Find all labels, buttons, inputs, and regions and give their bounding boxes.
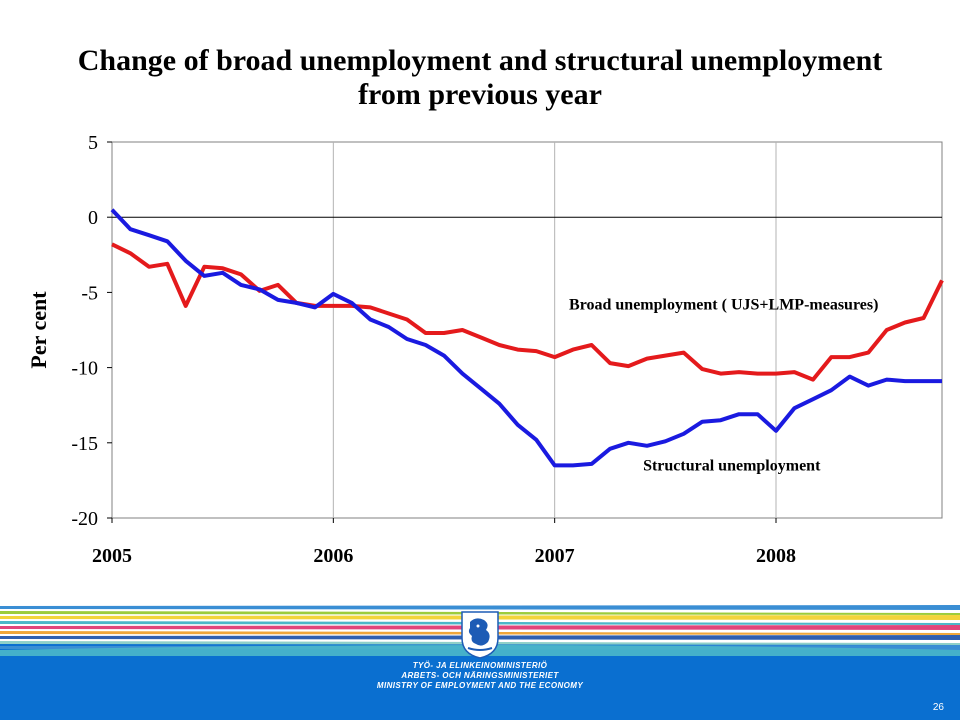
ministry-name: TYÖ- JA ELINKEINOMINISTERIÖ ARBETS- OCH … (340, 661, 620, 691)
annotations: Broad unemployment ( UJS+LMP-measures) St… (569, 296, 878, 474)
broad-unemployment-line (111, 242, 944, 382)
line-chart: 5 0 -5 -10 -15 -20 2005 2006 2007 2008 Broad une… (26, 132, 944, 567)
x-tick-label: 2005 (92, 545, 132, 567)
stripe (0, 605, 960, 610)
y-axis-label: Per cent (26, 291, 51, 369)
gridlines (112, 142, 942, 518)
y-tick-label: 0 (88, 207, 98, 229)
series-annotation: Broad unemployment ( UJS+LMP-measures) (569, 296, 878, 313)
plot-area (111, 141, 943, 519)
x-axis: 2005 2006 2007 2008 (92, 518, 796, 567)
ministry-name-finnish: TYÖ- JA ELINKEINOMINISTERIÖ (412, 661, 548, 670)
y-tick-label: -15 (71, 433, 98, 455)
slide-title-line-1: Change of broad unemployment and structu… (77, 44, 883, 77)
slide-title: Change of broad unemployment and structu… (0, 44, 960, 112)
x-tick-label: 2007 (535, 545, 575, 567)
series-lines (110, 208, 944, 468)
y-tick-label: -5 (81, 282, 98, 304)
structural-unemployment-line (110, 208, 942, 468)
ministry-footer: TYÖ- JA ELINKEINOMINISTERIÖ ARBETS- OCH … (0, 604, 960, 720)
y-tick-label: -10 (71, 358, 98, 380)
y-axis: 5 0 -5 -10 -15 -20 (71, 132, 112, 530)
finnish-lion-crest-icon (461, 611, 499, 659)
ministry-name-swedish: ARBETS- OCH NÄRINGSMINISTERIET (401, 671, 559, 680)
page-number: 26 (932, 702, 944, 713)
y-tick-label: 5 (88, 132, 98, 154)
x-tick-label: 2006 (313, 545, 353, 567)
series-annotation: Structural unemployment (643, 457, 821, 474)
x-tick-label: 2008 (756, 545, 796, 567)
y-tick-label: -20 (71, 508, 98, 530)
ministry-name-english: MINISTRY OF EMPLOYMENT AND THE ECONOMY (376, 681, 584, 690)
slide-title-line-2: from previous year (358, 78, 602, 111)
